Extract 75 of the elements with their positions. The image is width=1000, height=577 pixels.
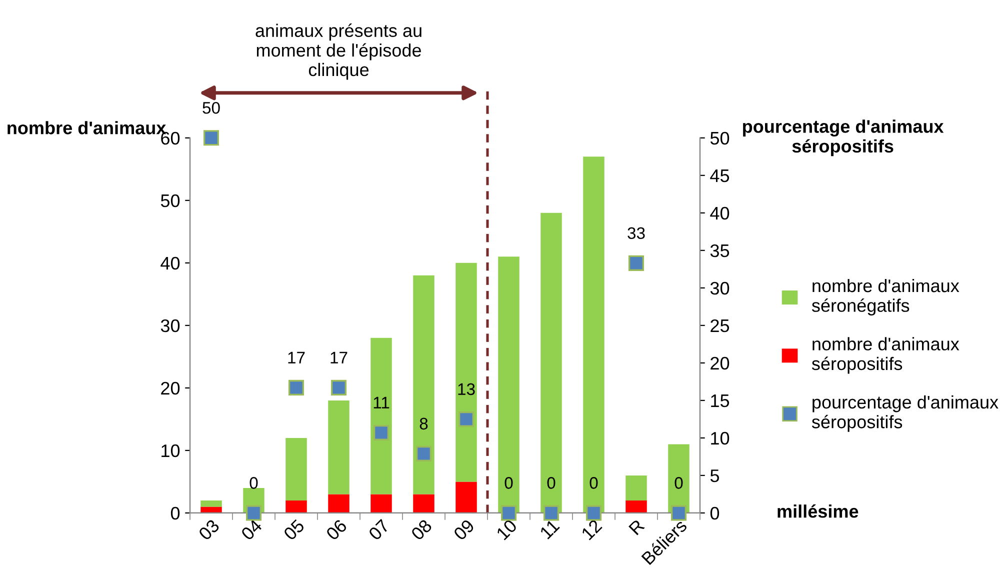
legend-label: pourcentage d'animaux séropositifs bbox=[812, 395, 998, 432]
text: animaux présents au moment de l'épisode clinique bbox=[256, 24, 422, 80]
bar bbox=[370, 494, 392, 513]
y2-axis-title: pourcentage d'animaux séropositifs bbox=[743, 120, 944, 156]
y2-tick-label: 50 bbox=[710, 132, 730, 145]
legend-label: nombre d'animaux séropositifs bbox=[812, 337, 960, 374]
bar bbox=[498, 256, 520, 513]
data-label: 0 bbox=[674, 477, 683, 489]
point bbox=[500, 505, 517, 521]
bar bbox=[626, 475, 647, 500]
data-label: 0 bbox=[590, 477, 598, 489]
data-label: 0 bbox=[250, 477, 258, 489]
y-tick-label: 10 bbox=[162, 444, 180, 458]
x-tick-label: 11 bbox=[539, 518, 560, 540]
y2-tick-label: 45 bbox=[710, 170, 730, 182]
point bbox=[330, 380, 347, 396]
data-label: 0 bbox=[504, 477, 513, 489]
y2-tick-label: 5 bbox=[710, 470, 720, 482]
bar bbox=[286, 438, 307, 500]
y2-tick-label: 30 bbox=[710, 282, 730, 295]
bar bbox=[370, 338, 392, 494]
point bbox=[246, 505, 262, 521]
bar bbox=[200, 500, 222, 507]
y-tick-label: 30 bbox=[160, 319, 180, 332]
legend-label: nombre d'animaux séronégatifs bbox=[812, 278, 960, 316]
y2-tick-label: 40 bbox=[710, 206, 730, 220]
x-tick-label: 09 bbox=[452, 518, 476, 541]
x-tick-label: 03 bbox=[198, 518, 220, 541]
x-tick-label: 04 bbox=[240, 518, 263, 541]
x-tick-label: 10 bbox=[496, 518, 518, 540]
bar bbox=[626, 500, 647, 513]
point bbox=[416, 446, 432, 462]
bar bbox=[668, 444, 690, 513]
bar bbox=[540, 212, 562, 513]
x-tick-label: 07 bbox=[368, 518, 390, 541]
data-label: 13 bbox=[458, 383, 475, 396]
point bbox=[586, 505, 602, 521]
y-tick-label: 50 bbox=[160, 194, 180, 208]
y-tick-label: 20 bbox=[161, 382, 180, 395]
y2-tick-label: 10 bbox=[711, 432, 730, 445]
data-label: 50 bbox=[202, 102, 220, 114]
point bbox=[288, 380, 304, 396]
point bbox=[628, 255, 644, 271]
bar bbox=[328, 400, 350, 494]
x-axis-title: millésime bbox=[778, 504, 858, 518]
data-label: 17 bbox=[330, 352, 348, 364]
y2-tick-label: 0 bbox=[710, 506, 720, 520]
data-label: 8 bbox=[420, 418, 428, 430]
x-tick-label: 06 bbox=[325, 518, 348, 541]
bar bbox=[413, 494, 434, 513]
y-tick-label: 0 bbox=[170, 506, 180, 520]
bar bbox=[456, 262, 477, 482]
y2-tick-label: 20 bbox=[710, 356, 730, 370]
bar bbox=[200, 506, 222, 513]
x-tick-label: 12 bbox=[580, 518, 602, 540]
bar bbox=[286, 500, 307, 513]
point bbox=[543, 505, 560, 521]
point bbox=[458, 411, 474, 427]
data-label: 0 bbox=[547, 477, 556, 489]
y2-tick-label: 15 bbox=[711, 394, 730, 408]
bar bbox=[456, 482, 477, 513]
x-tick-label: 05 bbox=[282, 518, 306, 541]
y2-tick-label: 35 bbox=[710, 244, 730, 258]
point bbox=[670, 505, 687, 521]
bar bbox=[328, 494, 350, 513]
point bbox=[203, 130, 220, 146]
data-label: 33 bbox=[628, 227, 645, 240]
point bbox=[373, 424, 390, 440]
x-tick-label: 08 bbox=[410, 518, 433, 541]
data-label: 11 bbox=[374, 396, 390, 408]
y2-tick-label: 25 bbox=[710, 319, 730, 332]
y-tick-label: 40 bbox=[160, 256, 180, 270]
data-label: 17 bbox=[288, 352, 305, 364]
bar bbox=[413, 275, 434, 494]
bar bbox=[583, 156, 604, 513]
